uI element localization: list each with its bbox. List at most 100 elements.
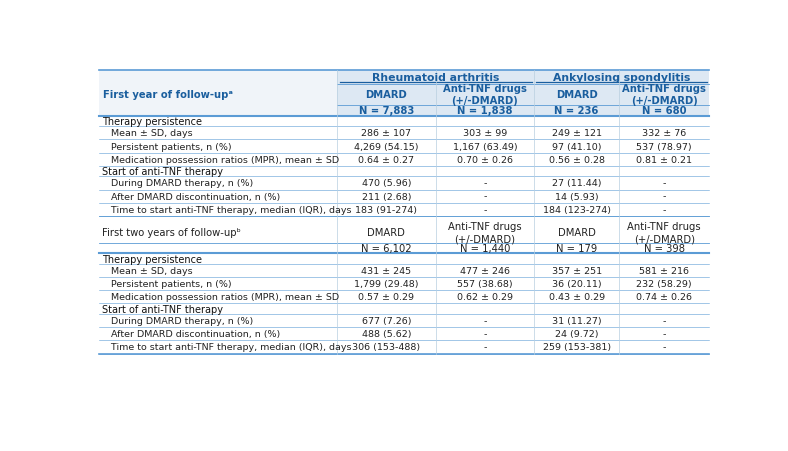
Text: 97 (41.10): 97 (41.10): [552, 142, 601, 151]
Text: N = 680: N = 680: [642, 106, 686, 116]
Text: Persistent patients, n (%): Persistent patients, n (%): [102, 280, 232, 289]
Text: 0.64 ± 0.27: 0.64 ± 0.27: [359, 155, 414, 164]
Bar: [98, 116, 709, 127]
Bar: [98, 291, 709, 304]
Text: 232 (58.29): 232 (58.29): [637, 280, 692, 289]
Text: Anti-TNF drugs
(+/-DMARD): Anti-TNF drugs (+/-DMARD): [627, 222, 701, 244]
Text: 24 (9.72): 24 (9.72): [555, 330, 598, 339]
Text: DMARD: DMARD: [558, 228, 596, 238]
Text: N = 236: N = 236: [555, 106, 599, 116]
Text: DMARD: DMARD: [366, 90, 407, 100]
Bar: [98, 127, 709, 140]
Bar: [98, 304, 709, 315]
Text: 184 (123-274): 184 (123-274): [543, 205, 611, 214]
Text: -: -: [483, 205, 486, 214]
Text: 537 (78.97): 537 (78.97): [637, 142, 692, 151]
Text: 0.74 ± 0.26: 0.74 ± 0.26: [636, 293, 692, 302]
Text: 27 (11.44): 27 (11.44): [552, 179, 601, 188]
Text: Ankylosing spondylitis: Ankylosing spondylitis: [553, 73, 690, 83]
Text: First two years of follow-upᵇ: First two years of follow-upᵇ: [102, 228, 241, 238]
Text: Time to start anti-TNF therapy, median (IQR), days: Time to start anti-TNF therapy, median (…: [102, 205, 352, 214]
Text: After DMARD discontinuation, n (%): After DMARD discontinuation, n (%): [102, 330, 281, 339]
Text: -: -: [483, 192, 486, 201]
Text: -: -: [663, 343, 666, 352]
Bar: [98, 106, 337, 116]
Text: 557 (38.68): 557 (38.68): [457, 280, 513, 289]
Text: 259 (153-381): 259 (153-381): [543, 343, 611, 352]
Text: 0.62 ± 0.29: 0.62 ± 0.29: [457, 293, 513, 302]
Text: DMARD: DMARD: [556, 90, 597, 100]
Text: 332 ± 76: 332 ± 76: [642, 129, 686, 138]
Bar: [98, 265, 709, 278]
Text: -: -: [663, 192, 666, 201]
Text: 14 (5.93): 14 (5.93): [555, 192, 599, 201]
Text: Start of anti-TNF therapy: Start of anti-TNF therapy: [102, 304, 223, 314]
Text: Anti-TNF drugs
(+/-DMARD): Anti-TNF drugs (+/-DMARD): [443, 84, 526, 106]
Text: 0.57 ± 0.29: 0.57 ± 0.29: [359, 293, 414, 302]
Text: -: -: [483, 317, 486, 326]
Text: -: -: [483, 330, 486, 339]
Text: 249 ± 121: 249 ± 121: [552, 129, 602, 138]
Text: 0.70 ± 0.26: 0.70 ± 0.26: [457, 155, 513, 164]
Text: -: -: [663, 179, 666, 188]
Text: First year of follow-upᵃ: First year of follow-upᵃ: [103, 90, 233, 100]
Text: 0.56 ± 0.28: 0.56 ± 0.28: [548, 155, 604, 164]
Bar: [98, 243, 709, 254]
Text: 1,167 (63.49): 1,167 (63.49): [452, 142, 517, 151]
Text: N = 7,883: N = 7,883: [359, 106, 414, 116]
Text: 303 ± 99: 303 ± 99: [463, 129, 507, 138]
Text: 306 (153-488): 306 (153-488): [352, 343, 421, 352]
Bar: [98, 254, 709, 265]
Bar: [98, 216, 709, 222]
Text: 286 ± 107: 286 ± 107: [362, 129, 411, 138]
Bar: [98, 166, 709, 177]
Text: Persistent patients, n (%): Persistent patients, n (%): [102, 142, 232, 151]
Bar: [98, 106, 709, 116]
Text: 357 ± 251: 357 ± 251: [552, 267, 602, 276]
Text: Mean ± SD, days: Mean ± SD, days: [102, 267, 193, 276]
Text: After DMARD discontinuation, n (%): After DMARD discontinuation, n (%): [102, 192, 281, 201]
Text: Anti-TNF drugs
(+/-DMARD): Anti-TNF drugs (+/-DMARD): [623, 84, 706, 106]
Text: 211 (2.68): 211 (2.68): [362, 192, 411, 201]
Text: -: -: [663, 205, 666, 214]
Bar: [98, 153, 709, 166]
Bar: [98, 327, 709, 341]
Text: -: -: [663, 330, 666, 339]
Text: 0.43 ± 0.29: 0.43 ± 0.29: [548, 293, 604, 302]
Text: 431 ± 245: 431 ± 245: [362, 267, 411, 276]
Text: 470 (5.96): 470 (5.96): [362, 179, 411, 188]
Text: -: -: [483, 343, 486, 352]
Bar: [98, 203, 709, 216]
Text: Time to start anti-TNF therapy, median (IQR), days: Time to start anti-TNF therapy, median (…: [102, 343, 352, 352]
Bar: [98, 177, 709, 190]
Text: 581 ± 216: 581 ± 216: [639, 267, 690, 276]
Text: N = 398: N = 398: [644, 244, 685, 253]
Text: Anti-TNF drugs
(+/-DMARD): Anti-TNF drugs (+/-DMARD): [448, 222, 522, 244]
Text: 677 (7.26): 677 (7.26): [362, 317, 411, 326]
Text: N = 1,838: N = 1,838: [457, 106, 512, 116]
Text: -: -: [483, 179, 486, 188]
Bar: [98, 190, 709, 203]
Text: 477 ± 246: 477 ± 246: [460, 267, 510, 276]
Text: Mean ± SD, days: Mean ± SD, days: [102, 129, 193, 138]
Text: -: -: [663, 317, 666, 326]
Text: N = 1,440: N = 1,440: [459, 244, 510, 253]
Bar: [98, 315, 709, 327]
Bar: [98, 85, 337, 106]
Bar: [98, 71, 709, 85]
Text: 488 (5.62): 488 (5.62): [362, 330, 411, 339]
Text: Medication possession ratios (MPR), mean ± SD: Medication possession ratios (MPR), mean…: [102, 155, 340, 164]
Text: DMARD: DMARD: [367, 228, 405, 238]
Text: Start of anti-TNF therapy: Start of anti-TNF therapy: [102, 167, 223, 177]
Text: 0.81 ± 0.21: 0.81 ± 0.21: [636, 155, 692, 164]
Text: Therapy persistence: Therapy persistence: [102, 254, 203, 264]
Bar: [98, 85, 709, 106]
Text: Therapy persistence: Therapy persistence: [102, 117, 203, 127]
Text: 36 (20.11): 36 (20.11): [552, 280, 601, 289]
Text: 4,269 (54.15): 4,269 (54.15): [354, 142, 418, 151]
Text: Medication possession ratios (MPR), mean ± SD: Medication possession ratios (MPR), mean…: [102, 293, 340, 302]
Bar: [98, 71, 337, 85]
Bar: [98, 278, 709, 291]
Bar: [98, 222, 709, 243]
Text: Rheumatoid arthritis: Rheumatoid arthritis: [372, 73, 500, 83]
